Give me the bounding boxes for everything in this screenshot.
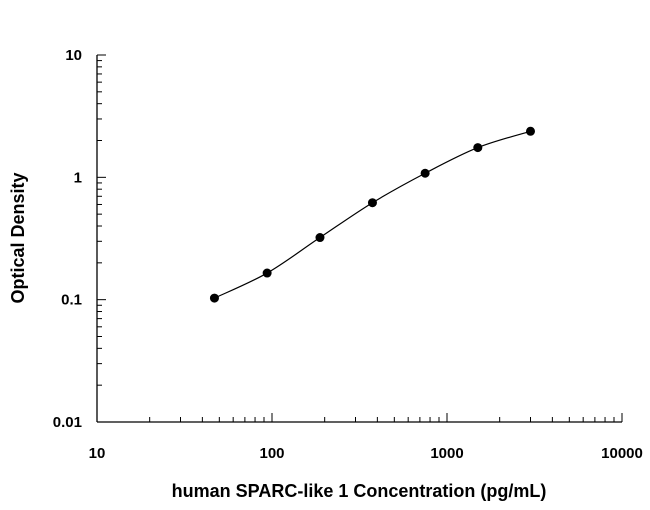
axes xyxy=(96,54,623,423)
y-tick-label: 0.1 xyxy=(61,292,82,309)
data-point xyxy=(473,143,483,153)
data-point xyxy=(315,233,325,243)
y-tick-label: 0.01 xyxy=(53,414,82,431)
x-tick-label: 10 xyxy=(89,445,106,462)
x-tick-label: 1000 xyxy=(430,445,463,462)
y-axis-title: Optical Density xyxy=(8,172,28,303)
x-axis-title: human SPARC-like 1 Concentration (pg/mL) xyxy=(172,481,547,501)
tick-labels: 10 100 1000 10000 0.01 0.1 1 10 xyxy=(53,47,643,462)
data-point xyxy=(420,168,430,178)
data-point xyxy=(525,126,535,136)
data-point xyxy=(209,293,219,303)
y-tick-label: 1 xyxy=(74,169,82,186)
data-points xyxy=(209,126,535,303)
x-tick-label: 10000 xyxy=(601,445,643,462)
x-tick-label: 100 xyxy=(259,445,284,462)
data-point xyxy=(262,268,272,278)
fit-curve xyxy=(214,130,531,299)
y-tick-label: 10 xyxy=(65,47,82,64)
data-point xyxy=(367,198,377,208)
fit-curve-layer xyxy=(214,130,531,299)
